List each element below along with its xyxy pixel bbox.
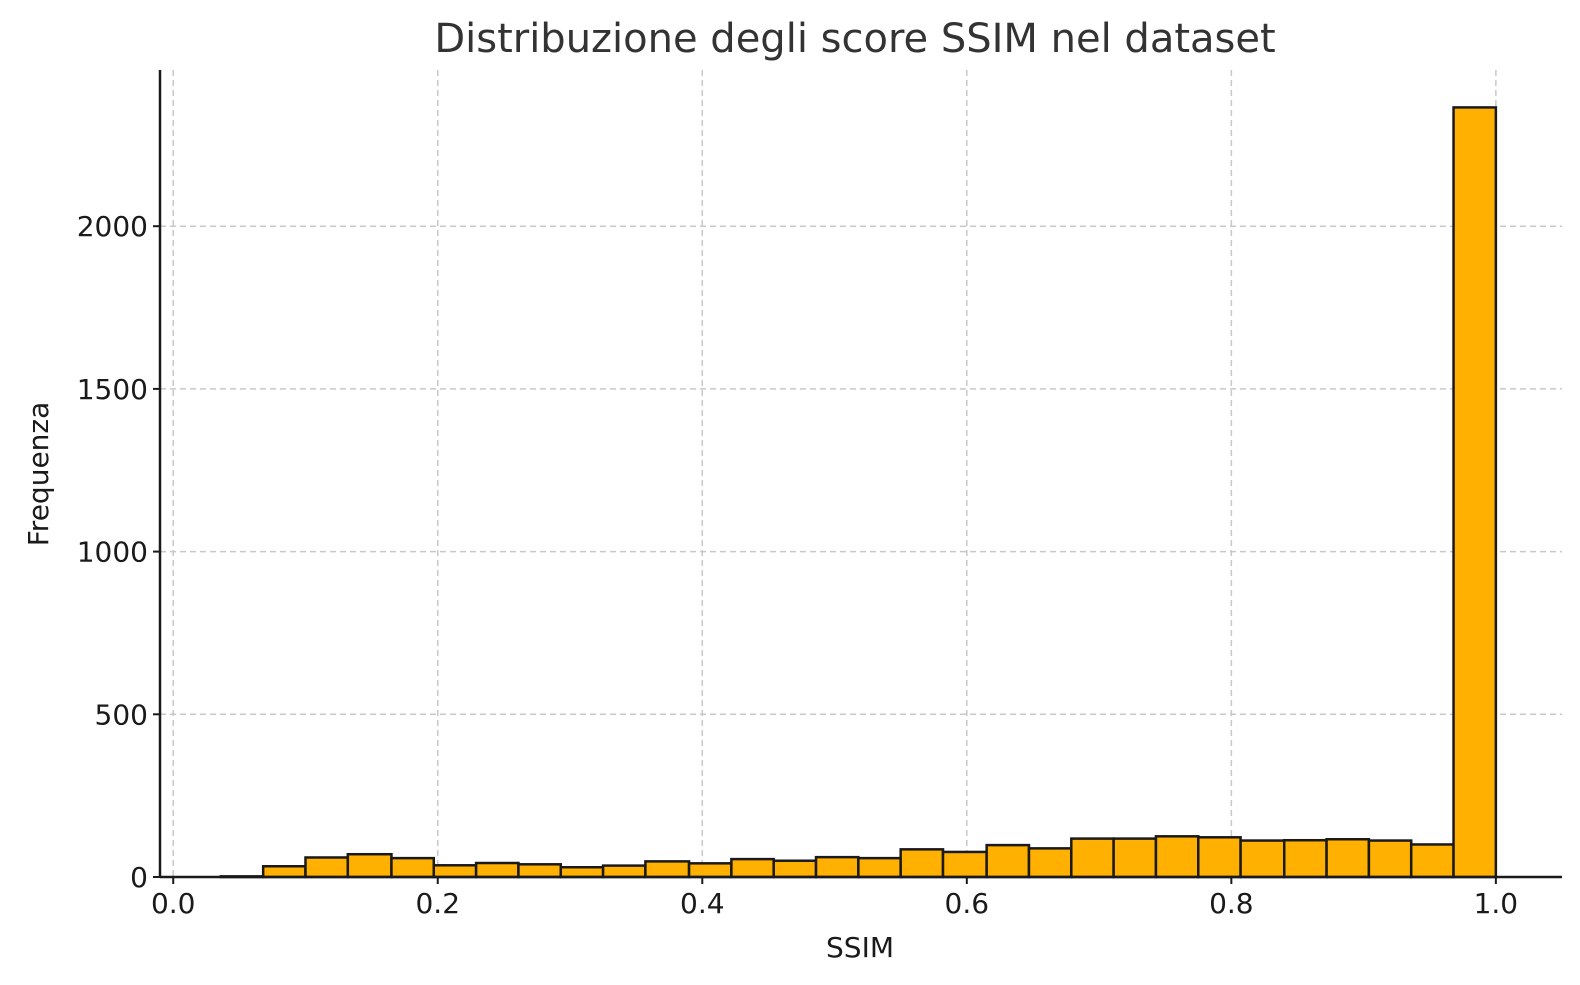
histogram-bar [261,865,307,879]
histogram-bar [857,856,902,879]
histogram-bar [730,857,775,879]
x-tick-label: 0.6 [945,887,990,920]
axes [158,70,1562,879]
x-tick-label: 0.0 [151,887,196,920]
histogram-bar [304,856,350,879]
histogram-bar [559,865,605,879]
y-axis-label: Frequenza [22,402,55,547]
chart-title: Distribuzione degli score SSIM nel datas… [434,16,1275,62]
y-axis-ticks: 0 500 1000 1500 2000 [77,210,160,894]
histogram-bar [941,850,988,879]
histogram-bar [474,861,520,879]
y-tick-label: 1500 [77,373,148,406]
y-tick-label: 500 [95,698,148,731]
histogram-bar [517,863,563,879]
grid-lines [160,70,1562,877]
x-axis-ticks: 0.0 0.2 0.4 0.6 0.8 1.0 [151,877,1518,920]
histogram-bar [985,843,1031,879]
y-tick-label: 2000 [77,210,148,243]
x-axis-label: SSIM [826,931,894,964]
histogram-bar [390,856,436,879]
histogram-bar [1197,836,1242,879]
histogram-bar [1409,843,1455,879]
y-tick-label: 1000 [77,536,148,569]
histogram-bar [1154,835,1200,879]
histogram-bar [1239,839,1286,879]
histogram-bar [1282,838,1328,879]
histogram-bar [346,852,393,879]
histogram-bar [772,859,818,879]
histogram-bar [899,848,945,879]
x-tick-label: 0.2 [415,887,460,920]
x-tick-label: 1.0 [1474,887,1519,920]
histogram-bar [1367,839,1413,879]
x-tick-label: 0.4 [680,887,725,920]
histogram-bars [219,106,1498,879]
histogram-bar [1452,106,1498,879]
histogram-bar [601,864,647,879]
y-tick-label: 0 [130,861,148,894]
histogram-bar [1070,837,1115,879]
histogram-bar [1325,838,1371,879]
histogram-bar [644,860,691,879]
histogram-bar [432,864,478,879]
histogram-bar [1112,837,1158,879]
histogram-bar [814,855,860,879]
histogram-bar [687,862,733,879]
x-tick-label: 0.8 [1209,887,1254,920]
histogram-bar [1027,847,1073,879]
